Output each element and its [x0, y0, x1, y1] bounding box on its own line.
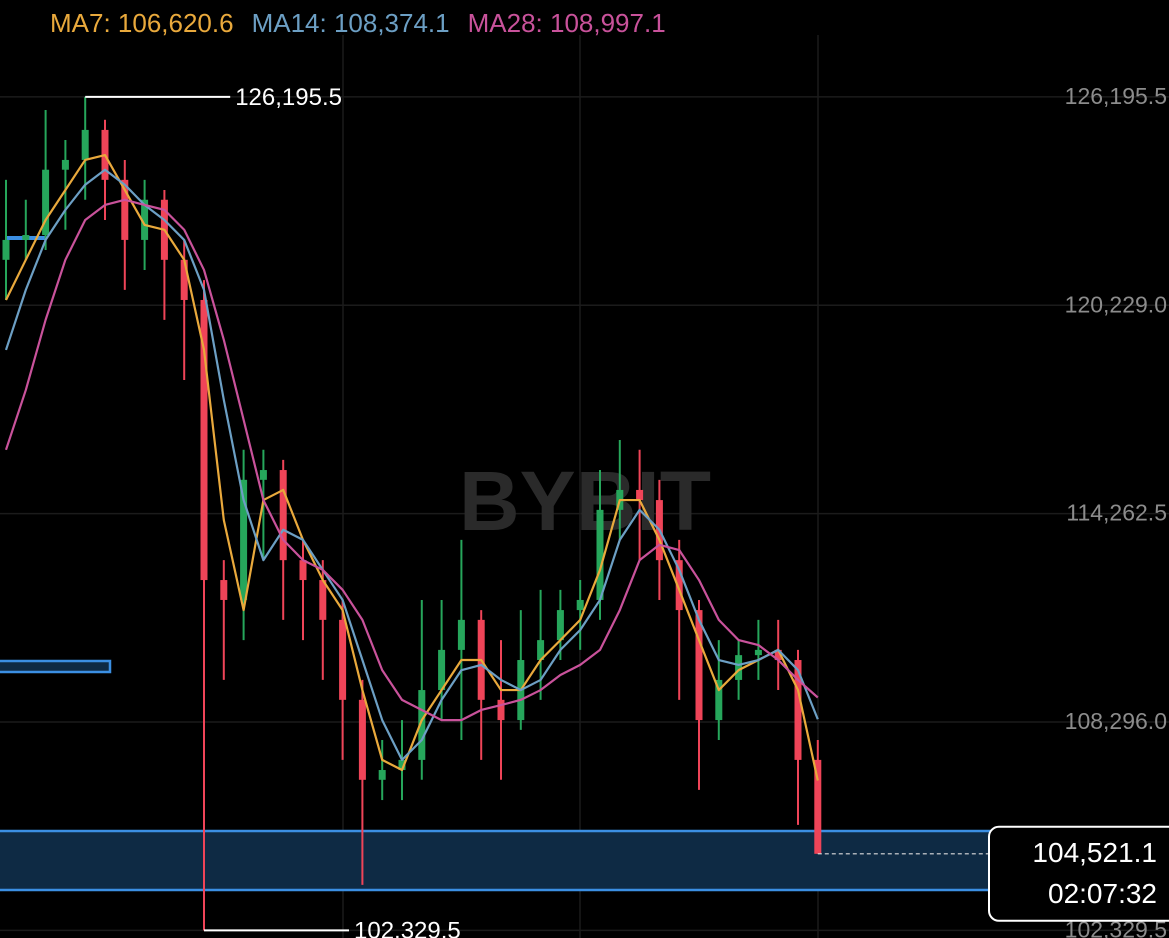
legend: MA7: 106,620.6 MA14: 108,374.1 MA28: 108,9… [50, 8, 666, 38]
legend-entry: MA28: 108,997.1 [468, 8, 666, 38]
y-tick-label: 120,229.0 [1065, 291, 1167, 317]
candle-body [378, 770, 386, 780]
candle-body [358, 699, 366, 780]
ma-line [4, 198, 819, 722]
candle-body [537, 640, 545, 661]
candle-body [220, 580, 228, 600]
candle-body [457, 619, 465, 650]
candle-body [339, 619, 347, 700]
candle-body [2, 239, 10, 260]
candle-body [715, 679, 723, 721]
y-tick-label: 102,329.5 [1065, 916, 1167, 938]
y-tick-label: 126,195.5 [1065, 83, 1167, 109]
candle-body [81, 129, 89, 160]
candle-body [22, 235, 30, 240]
candle-body [319, 580, 327, 620]
candle-body [141, 199, 149, 240]
candle-body [398, 759, 406, 771]
candle-body [259, 470, 267, 480]
candle-body [735, 655, 743, 680]
candle-body [299, 560, 307, 581]
candle-body [576, 599, 584, 611]
candle-body [596, 509, 604, 600]
high-marker-label: 126,195.5 [235, 84, 342, 111]
legend-entry: MA14: 108,374.1 [252, 8, 450, 38]
y-tick-label: 108,296.0 [1065, 708, 1167, 734]
low-marker-label: 102,329.5 [354, 918, 461, 938]
ma-line [4, 168, 819, 761]
ma-line [5, 153, 819, 781]
candle-body [240, 479, 248, 600]
plot: 126,195.5 120,229.0 114,262.5 108,296.0 102,… [2, 83, 1169, 938]
y-tick-label: 114,262.5 [1066, 500, 1167, 526]
candle-body [180, 259, 188, 300]
legend-entry: MA7: 106,620.6 [50, 8, 234, 38]
candle-body [497, 699, 505, 721]
candle-body [636, 489, 644, 501]
zone-box [0, 829, 1169, 892]
watermark: BYBIT [459, 454, 711, 548]
zone-box [0, 659, 112, 674]
candle-body [279, 470, 287, 561]
candle-body [42, 169, 50, 236]
countdown: 02:07:32 [1048, 878, 1157, 909]
candle-body [121, 179, 129, 240]
candle-body [61, 159, 69, 170]
candle-body [814, 759, 822, 854]
candle-body [675, 560, 683, 611]
candle-body [438, 649, 446, 691]
candle-body [556, 610, 564, 641]
price-tag [988, 825, 1169, 922]
candle-body [695, 610, 703, 721]
candle-body [754, 649, 762, 656]
last-price-label: 104,521.1 [1032, 837, 1157, 868]
candle-body [418, 690, 426, 760]
candle-body [774, 649, 782, 661]
candle-body [794, 660, 802, 760]
candle-body [200, 299, 208, 581]
